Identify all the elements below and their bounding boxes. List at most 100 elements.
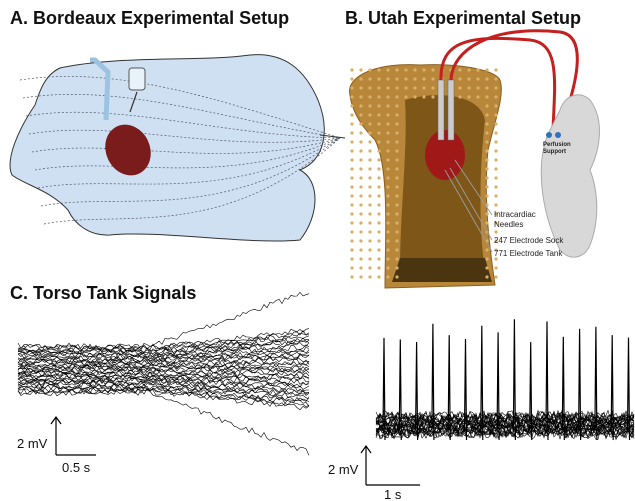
electrode bbox=[386, 185, 390, 189]
electrode bbox=[377, 176, 381, 180]
label: 771 Electrode Tank bbox=[494, 249, 563, 258]
electrode bbox=[377, 194, 381, 198]
trace bbox=[17, 332, 310, 353]
trace bbox=[375, 428, 635, 441]
electrode bbox=[485, 158, 489, 162]
electrode bbox=[485, 221, 489, 225]
electrode bbox=[359, 194, 363, 198]
electrode bbox=[395, 113, 399, 117]
wire bbox=[37, 137, 341, 189]
panel-title: C. Torso Tank Signals bbox=[10, 283, 197, 303]
electrode bbox=[350, 248, 354, 252]
electrode bbox=[386, 68, 390, 72]
electrode bbox=[350, 275, 354, 279]
electrode bbox=[395, 122, 399, 126]
trace bbox=[376, 422, 635, 435]
trace bbox=[18, 335, 310, 355]
electrode bbox=[395, 203, 399, 207]
electrode bbox=[485, 167, 489, 171]
electrode bbox=[386, 95, 390, 99]
electrode bbox=[476, 68, 480, 72]
electrode bbox=[377, 113, 381, 117]
trace bbox=[17, 378, 310, 394]
electrode bbox=[359, 158, 363, 162]
electrode bbox=[494, 77, 498, 81]
electrode bbox=[395, 266, 399, 270]
electrode bbox=[350, 257, 354, 261]
electrode bbox=[359, 167, 363, 171]
trace bbox=[17, 348, 310, 363]
trace bbox=[17, 337, 310, 357]
scale-bar-left bbox=[50, 415, 96, 456]
electrode bbox=[377, 68, 381, 72]
trace bbox=[17, 337, 309, 355]
electrode bbox=[395, 248, 399, 252]
electrode bbox=[377, 221, 381, 225]
electrode bbox=[350, 266, 354, 270]
electrode bbox=[368, 104, 372, 108]
trace bbox=[17, 380, 310, 397]
electrode bbox=[413, 86, 417, 90]
spike bbox=[447, 335, 451, 441]
electrode bbox=[494, 149, 498, 153]
electrode bbox=[485, 149, 489, 153]
electrode bbox=[386, 77, 390, 81]
electrode bbox=[350, 185, 354, 189]
label: Perfusion Support bbox=[543, 142, 571, 155]
electrode bbox=[368, 185, 372, 189]
electrode bbox=[467, 95, 471, 99]
label: Intracardiac Needles bbox=[494, 210, 536, 229]
electrode bbox=[422, 77, 426, 81]
electrode bbox=[359, 275, 363, 279]
electrode bbox=[404, 86, 408, 90]
electrode bbox=[386, 248, 390, 252]
electrode bbox=[350, 131, 354, 135]
electrode bbox=[350, 113, 354, 117]
electrode-wires bbox=[19, 76, 341, 225]
trace bbox=[17, 372, 310, 383]
wire bbox=[19, 76, 341, 139]
trace bbox=[17, 339, 310, 358]
electrode bbox=[467, 77, 471, 81]
electrode bbox=[422, 95, 426, 99]
pointer bbox=[444, 159, 493, 253]
electrode bbox=[386, 113, 390, 117]
spike bbox=[529, 342, 533, 441]
electrode bbox=[386, 203, 390, 207]
electrode bbox=[494, 167, 498, 171]
electrode bbox=[395, 158, 399, 162]
electrode bbox=[458, 86, 462, 90]
electrode bbox=[359, 257, 363, 261]
electrode bbox=[368, 239, 372, 243]
trace bbox=[17, 389, 310, 456]
electrode bbox=[404, 77, 408, 81]
panel-title: B. Utah Experimental Setup bbox=[345, 8, 582, 28]
electrode bbox=[386, 86, 390, 90]
electrode bbox=[377, 149, 381, 153]
electrode bbox=[368, 266, 372, 270]
rabbit bbox=[540, 94, 600, 258]
scale-time: 0.5 s bbox=[62, 460, 91, 475]
trace bbox=[375, 410, 635, 422]
electrode bbox=[359, 149, 363, 153]
electrode bbox=[494, 131, 498, 135]
electrode bbox=[395, 131, 399, 135]
electrode bbox=[359, 185, 363, 189]
electrode bbox=[386, 167, 390, 171]
electrode bbox=[377, 257, 381, 261]
spike bbox=[512, 319, 516, 441]
electrode bbox=[395, 167, 399, 171]
electrode bbox=[350, 203, 354, 207]
electrode bbox=[377, 131, 381, 135]
spike bbox=[626, 337, 631, 441]
scale-time: 1 s bbox=[384, 487, 402, 501]
electrode bbox=[359, 266, 363, 270]
electrode bbox=[395, 77, 399, 81]
wire bbox=[34, 137, 341, 171]
electrode bbox=[395, 104, 399, 108]
electrode bbox=[359, 95, 363, 99]
electrode bbox=[431, 77, 435, 81]
electrode bbox=[485, 194, 489, 198]
electrode bbox=[386, 194, 390, 198]
spike bbox=[398, 339, 402, 441]
